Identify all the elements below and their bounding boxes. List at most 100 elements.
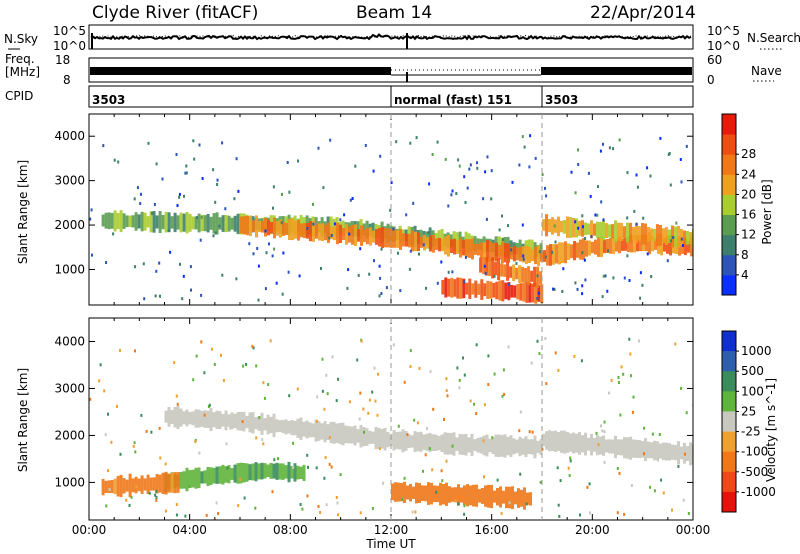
data-cell — [368, 430, 372, 444]
speckle-cell — [475, 412, 478, 415]
data-cell — [257, 416, 261, 431]
speckle-cell — [359, 247, 362, 251]
speckle-cell — [405, 213, 408, 217]
speckle-cell — [424, 453, 427, 457]
data-cell — [635, 439, 638, 458]
speckle-cell — [651, 432, 654, 436]
speckle-cell — [502, 368, 505, 372]
data-cell — [300, 223, 303, 238]
data-cell — [420, 236, 423, 248]
speckle-cell — [576, 287, 579, 291]
speckle-cell — [271, 254, 274, 258]
speckle-cell — [107, 412, 109, 416]
data-cell — [513, 285, 517, 298]
speckle-cell — [559, 479, 562, 483]
data-cell — [293, 420, 297, 436]
data-cell — [644, 223, 647, 245]
speckle-cell — [646, 252, 649, 256]
data-cell — [684, 237, 687, 256]
data-cell — [475, 484, 478, 507]
data-cell — [215, 466, 219, 484]
velocity-heatmap — [89, 337, 693, 518]
speckle-cell — [140, 413, 143, 417]
data-cell — [528, 282, 532, 303]
data-cell — [531, 249, 534, 261]
speckle-cell — [298, 274, 301, 278]
speckle-cell — [195, 354, 198, 358]
speckle-cell — [222, 379, 225, 382]
data-cell — [326, 424, 330, 440]
data-cell — [335, 423, 339, 443]
speckle-cell — [510, 248, 513, 252]
speckle-cell — [482, 197, 485, 201]
data-cell — [503, 434, 507, 458]
data-cell — [503, 264, 507, 277]
data-cell — [648, 232, 651, 255]
x-tick-label: 08:00 — [273, 523, 308, 537]
data-cell — [383, 427, 387, 451]
speckle-cell — [507, 224, 509, 228]
speckle-cell — [343, 213, 346, 217]
data-cell — [125, 215, 129, 228]
data-cell — [137, 478, 141, 492]
speckle-cell — [501, 394, 504, 398]
data-cell — [406, 485, 409, 500]
data-cell — [404, 431, 408, 451]
data-cell — [339, 224, 342, 243]
data-cell — [374, 426, 378, 450]
speckle-cell — [675, 221, 678, 225]
speckle-cell — [257, 298, 260, 302]
data-cell — [315, 224, 318, 239]
data-cell — [602, 435, 605, 456]
data-cell — [101, 214, 105, 227]
freq-label: Freq. — [5, 52, 35, 66]
data-cell — [384, 228, 387, 248]
speckle-cell — [175, 394, 178, 398]
data-cell — [366, 228, 369, 245]
speckle-cell — [428, 447, 431, 451]
data-cell — [468, 278, 472, 299]
speckle-cell — [331, 355, 334, 359]
data-cell — [215, 410, 219, 430]
speckle-cell — [337, 513, 340, 517]
speckle-cell — [367, 411, 370, 415]
data-cell — [200, 411, 204, 427]
speckle-cell — [436, 281, 439, 285]
speckle-cell — [487, 354, 490, 358]
x-tick-label: 04:00 — [172, 523, 207, 537]
data-cell — [638, 226, 641, 241]
data-cell — [464, 433, 468, 456]
speckle-cell — [325, 373, 328, 377]
data-cell — [116, 212, 120, 230]
data-cell — [297, 219, 300, 241]
speckle-cell — [443, 418, 445, 421]
data-cell — [272, 463, 276, 479]
speckle-cell — [623, 512, 626, 516]
speckle-cell — [261, 438, 264, 442]
data-cell — [218, 411, 222, 429]
speckle-cell — [646, 166, 649, 170]
data-cell — [608, 439, 611, 454]
data-cell — [161, 215, 165, 230]
speckle-cell — [159, 294, 161, 298]
speckle-cell — [158, 261, 161, 265]
data-cell — [427, 482, 430, 505]
data-cell — [526, 492, 529, 505]
data-cell — [476, 437, 480, 453]
data-cell — [155, 215, 159, 229]
speckle-cell — [659, 136, 662, 140]
speckle-cell — [458, 378, 461, 382]
data-cell — [149, 211, 153, 233]
speckle-cell — [511, 180, 514, 184]
speckle-cell — [570, 170, 573, 174]
data-cell — [137, 214, 141, 229]
data-cell — [200, 214, 204, 232]
speckle-cell — [215, 501, 218, 505]
data-cell — [609, 237, 612, 254]
data-cell — [542, 219, 545, 231]
colorbar-tick-label: 4 — [741, 268, 749, 282]
data-cell — [290, 420, 294, 436]
data-cell — [113, 210, 117, 232]
speckle-cell — [469, 163, 472, 167]
data-cell — [608, 224, 611, 238]
